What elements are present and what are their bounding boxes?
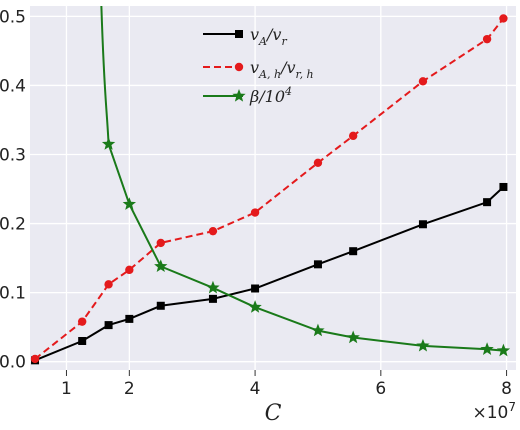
data-point-square: [251, 284, 260, 293]
data-point-circle: [348, 131, 358, 141]
data-point-star: [154, 259, 168, 273]
x-tick-label: 2: [124, 379, 135, 399]
y-axis-ticks: 0.0 0.1 0.2 0.3 0.4 0.5: [0, 7, 26, 372]
series-line: [107, 143, 504, 352]
series-line-extension: [100, 6, 110, 145]
legend-label: vA/vr: [250, 25, 287, 48]
legend-item-1: vA/vr: [203, 25, 287, 48]
series-line: [34, 17, 505, 360]
data-point-circle: [313, 158, 323, 167]
data-point-star: [416, 338, 430, 352]
data-point-square: [499, 182, 508, 191]
data-point-circle: [250, 208, 260, 217]
legend-label: vA, h/vr, h: [250, 58, 314, 81]
y-tick-label: 0.4: [0, 76, 26, 96]
data-point-square: [418, 220, 427, 229]
y-tick-label: 0.1: [0, 284, 26, 304]
x-axis-ticks: 1 2 4 6 8: [61, 370, 512, 399]
data-point-circle: [156, 238, 165, 248]
data-point-square: [125, 314, 134, 323]
data-point-star: [101, 137, 116, 150]
series-1: [31, 182, 508, 365]
x-axis-label: C: [265, 401, 282, 425]
data-point-square: [349, 247, 358, 256]
data-point-circle: [482, 34, 492, 44]
x-tick-label: 8: [501, 379, 512, 399]
data-point-star: [480, 342, 494, 355]
legend: vA/vr vA, h/vr, h β/104: [203, 25, 314, 106]
data-point-circle: [30, 354, 40, 364]
data-point-square: [104, 321, 113, 330]
y-tick-label: 0.5: [0, 7, 26, 27]
data-point-circle: [208, 226, 218, 236]
data-point-circle: [499, 14, 508, 23]
legend-label: β/104: [249, 85, 292, 106]
data-point-square: [156, 301, 165, 310]
data-point-square: [313, 260, 322, 269]
data-point-star: [311, 323, 325, 337]
x-tick-label: 1: [61, 379, 72, 399]
data-point-star: [248, 300, 262, 313]
series-3: [100, 6, 511, 357]
grid: [30, 6, 516, 370]
series-line: [34, 186, 505, 362]
data-point-star: [232, 89, 246, 102]
data-point-circle: [125, 265, 134, 275]
series-2: [30, 14, 508, 364]
data-point-circle: [234, 62, 244, 72]
data-point-star: [206, 280, 220, 294]
data-point-square: [483, 198, 492, 207]
y-tick-label: 0.0: [0, 353, 26, 373]
data-point-square: [235, 30, 243, 38]
legend-item-3: β/104: [203, 85, 292, 106]
x-tick-label: 6: [375, 379, 386, 399]
data-point-square: [208, 294, 217, 303]
data-point-star: [496, 343, 511, 357]
x-axis-multiplier: ×107: [472, 400, 516, 423]
data-point-star: [122, 197, 136, 210]
data-point-square: [78, 336, 87, 345]
y-tick-label: 0.3: [0, 146, 26, 166]
plot-area: [30, 6, 516, 370]
data-point-star: [346, 330, 360, 344]
legend-item-2: vA, h/vr, h: [203, 58, 314, 81]
data-point-circle: [418, 77, 428, 86]
data-point-circle: [104, 280, 113, 289]
data-point-circle: [77, 317, 87, 326]
x-tick-label: 4: [250, 379, 261, 399]
y-tick-label: 0.2: [0, 215, 26, 235]
series-layer: [30, 6, 511, 365]
